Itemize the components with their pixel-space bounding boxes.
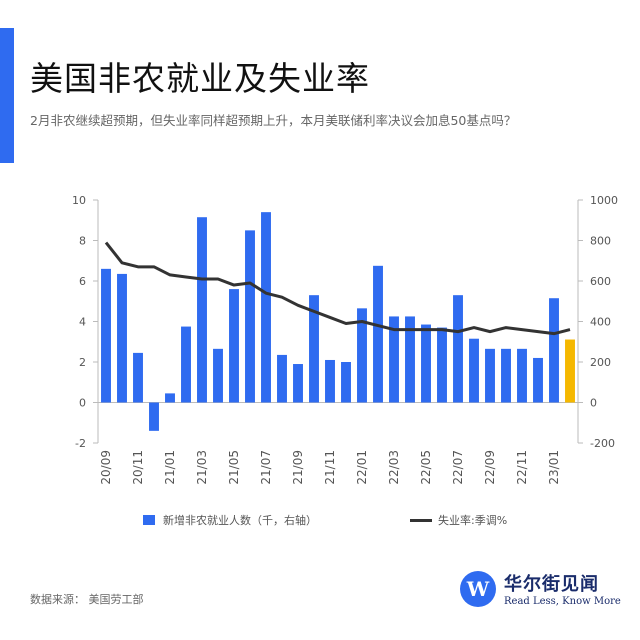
bar-23/02 xyxy=(565,339,575,403)
x-tick-label: 22/05 xyxy=(419,450,433,485)
x-tick-label: 21/01 xyxy=(163,450,177,485)
x-tick-label: 22/01 xyxy=(355,450,369,485)
left-axis-tick-label: 0 xyxy=(79,397,86,410)
bar-22/08 xyxy=(469,338,479,403)
brand-logo-icon: W xyxy=(460,570,496,607)
bar-21/05 xyxy=(229,289,239,403)
bar-22/06 xyxy=(437,327,447,403)
brand-slogan: Read Less, Know More xyxy=(504,596,621,607)
bar-21/09 xyxy=(293,364,303,403)
bar-21/06 xyxy=(245,230,255,403)
left-axis-tick-label: 10 xyxy=(72,194,86,207)
bar-21/07 xyxy=(261,212,271,403)
bar-20/10 xyxy=(117,273,127,403)
bar-22/07 xyxy=(453,295,463,403)
bar-22/04 xyxy=(405,316,415,403)
x-tick-label: 21/07 xyxy=(259,450,273,485)
bar-20/12 xyxy=(149,402,159,431)
x-tick-label: 23/01 xyxy=(547,450,561,485)
left-axis-tick-label: 2 xyxy=(79,356,86,369)
bar-22/09 xyxy=(485,348,495,403)
x-tick-label: 22/11 xyxy=(515,450,529,485)
right-axis-tick-label: 1000 xyxy=(590,194,618,207)
x-tick-label: 21/09 xyxy=(291,450,305,485)
right-axis-tick-label: 400 xyxy=(590,316,611,329)
page-subtitle: 2月非农继续超预期，但失业率同样超预期上升，本月美联储利率决议会加息50基点吗？ xyxy=(30,113,517,128)
x-tick-label: 22/03 xyxy=(387,450,401,485)
x-tick-label: 21/11 xyxy=(323,450,337,485)
x-tick-label: 21/03 xyxy=(195,450,209,485)
page-title: 美国非农就业及失业率 xyxy=(30,59,370,98)
bar-22/02 xyxy=(373,265,383,403)
right-axis-tick-label: 600 xyxy=(590,275,611,288)
right-axis-tick-label: 0 xyxy=(590,397,597,410)
bar-22/05 xyxy=(421,324,431,403)
bar-22/11 xyxy=(517,348,527,403)
bar-20/11 xyxy=(133,352,143,403)
right-axis-tick-label: -200 xyxy=(590,437,615,450)
bar-21/10 xyxy=(309,295,319,403)
right-axis-tick-label: 800 xyxy=(590,235,611,248)
x-tick-label: 22/07 xyxy=(451,450,465,485)
x-tick-label: 22/09 xyxy=(483,450,497,485)
bar-22/01 xyxy=(357,308,367,403)
legend-line: 失业率:季调% xyxy=(410,512,507,528)
bar-22/12 xyxy=(533,357,543,403)
bar-21/04 xyxy=(213,348,223,403)
x-tick-label: 20/11 xyxy=(131,450,145,485)
legend-line-swatch xyxy=(410,518,432,522)
x-tick-label: 21/05 xyxy=(227,450,241,485)
left-axis-tick-label: 4 xyxy=(79,316,86,329)
legend-bars: 新增非农就业人数（千，右轴） xyxy=(143,512,317,528)
bar-22/03 xyxy=(389,316,399,403)
data-source: 数据来源： 美国劳工部 xyxy=(30,593,144,606)
bar-21/03 xyxy=(197,217,207,403)
right-axis-tick-label: 200 xyxy=(590,356,611,369)
brand-logo: W 华尔街见闻 Read Less, Know More xyxy=(460,570,621,607)
legend-line-label: 失业率:季调% xyxy=(438,514,508,527)
left-axis-tick-label: 8 xyxy=(79,235,86,248)
bar-21/11 xyxy=(325,359,335,403)
brand-name: 华尔街见闻 xyxy=(504,574,599,595)
bar-21/01 xyxy=(165,393,175,403)
bar-20/09 xyxy=(101,268,111,403)
bar-21/12 xyxy=(341,362,351,403)
bar-22/10 xyxy=(501,348,511,403)
bar-21/02 xyxy=(181,326,191,403)
legend-bar-swatch xyxy=(143,515,155,525)
legend-bar-label: 新增非农就业人数（千，右轴） xyxy=(163,514,317,527)
title-accent-bar xyxy=(0,28,14,163)
bar-21/08 xyxy=(277,354,287,403)
left-axis-tick-label: -2 xyxy=(75,437,86,450)
left-axis-tick-label: 6 xyxy=(79,275,86,288)
unemployment-rate-line xyxy=(104,241,571,336)
bar-23/01 xyxy=(549,298,559,403)
x-tick-label: 20/09 xyxy=(99,450,113,485)
